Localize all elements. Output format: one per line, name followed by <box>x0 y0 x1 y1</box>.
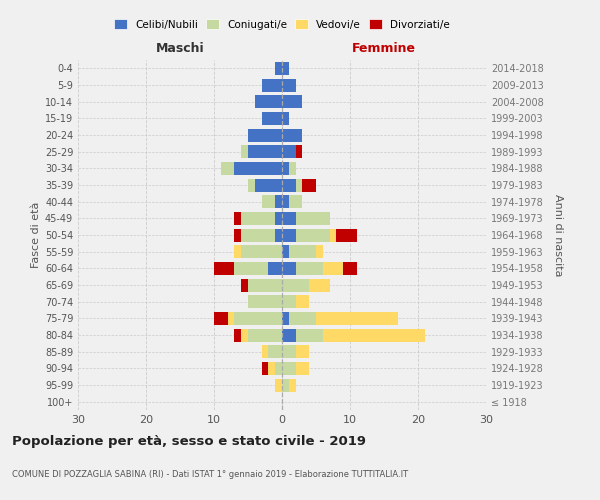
Bar <box>262 78 282 92</box>
Bar <box>282 178 296 192</box>
Bar <box>275 212 282 225</box>
Bar <box>282 312 289 325</box>
Bar <box>248 278 282 291</box>
Bar <box>282 228 296 241</box>
Bar <box>235 262 268 275</box>
Bar <box>248 328 282 342</box>
Y-axis label: Fasce di età: Fasce di età <box>31 202 41 268</box>
Bar <box>227 312 235 325</box>
Bar <box>275 62 282 75</box>
Bar <box>302 178 316 192</box>
Bar <box>235 245 241 258</box>
Text: Femmine: Femmine <box>352 42 416 55</box>
Bar <box>248 145 282 158</box>
Bar <box>282 95 302 108</box>
Bar <box>289 245 316 258</box>
Bar <box>282 128 302 141</box>
Bar <box>296 145 302 158</box>
Bar <box>282 212 296 225</box>
Text: Popolazione per età, sesso e stato civile - 2019: Popolazione per età, sesso e stato civil… <box>12 435 366 448</box>
Bar <box>282 362 296 375</box>
Bar <box>282 62 289 75</box>
Bar <box>241 145 248 158</box>
Bar <box>289 195 302 208</box>
Bar <box>329 228 337 241</box>
Bar <box>282 162 289 175</box>
Bar <box>275 228 282 241</box>
Bar <box>323 262 343 275</box>
Bar <box>235 212 241 225</box>
Bar <box>221 162 235 175</box>
Bar <box>282 378 289 392</box>
Bar <box>296 212 329 225</box>
Bar <box>255 95 282 108</box>
Bar <box>268 345 282 358</box>
Bar <box>235 162 282 175</box>
Bar <box>289 378 296 392</box>
Bar <box>309 278 329 291</box>
Bar <box>337 228 357 241</box>
Bar <box>241 212 275 225</box>
Bar <box>268 262 282 275</box>
Y-axis label: Anni di nascita: Anni di nascita <box>553 194 563 276</box>
Bar <box>262 362 268 375</box>
Bar <box>235 328 241 342</box>
Bar <box>316 245 323 258</box>
Bar <box>255 178 282 192</box>
Bar <box>214 262 235 275</box>
Bar <box>241 328 248 342</box>
Bar <box>282 195 289 208</box>
Bar <box>262 195 275 208</box>
Text: COMUNE DI POZZAGLIA SABINA (RI) - Dati ISTAT 1° gennaio 2019 - Elaborazione TUTT: COMUNE DI POZZAGLIA SABINA (RI) - Dati I… <box>12 470 408 479</box>
Bar <box>241 228 275 241</box>
Bar <box>282 328 296 342</box>
Bar <box>282 145 296 158</box>
Bar <box>214 312 227 325</box>
Bar <box>323 328 425 342</box>
Bar <box>296 295 309 308</box>
Bar <box>296 345 309 358</box>
Bar <box>235 312 282 325</box>
Bar <box>282 112 289 125</box>
Bar <box>248 178 255 192</box>
Bar <box>248 128 282 141</box>
Bar <box>296 328 323 342</box>
Bar <box>296 262 323 275</box>
Bar <box>343 262 357 275</box>
Bar <box>275 195 282 208</box>
Legend: Celibi/Nubili, Coniugati/e, Vedovi/e, Divorziati/e: Celibi/Nubili, Coniugati/e, Vedovi/e, Di… <box>111 16 453 32</box>
Bar <box>296 362 309 375</box>
Bar <box>282 245 289 258</box>
Bar <box>262 345 268 358</box>
Bar <box>289 312 316 325</box>
Bar <box>282 295 296 308</box>
Bar <box>262 112 282 125</box>
Bar <box>282 345 296 358</box>
Bar <box>235 228 241 241</box>
Bar <box>275 378 282 392</box>
Text: Maschi: Maschi <box>155 42 205 55</box>
Bar <box>241 278 248 291</box>
Bar <box>289 162 296 175</box>
Bar <box>282 78 296 92</box>
Bar <box>282 278 309 291</box>
Bar <box>316 312 398 325</box>
Bar <box>268 362 275 375</box>
Bar <box>248 295 282 308</box>
Bar <box>275 362 282 375</box>
Bar <box>241 245 282 258</box>
Bar <box>296 228 329 241</box>
Bar <box>282 262 296 275</box>
Bar <box>296 178 302 192</box>
